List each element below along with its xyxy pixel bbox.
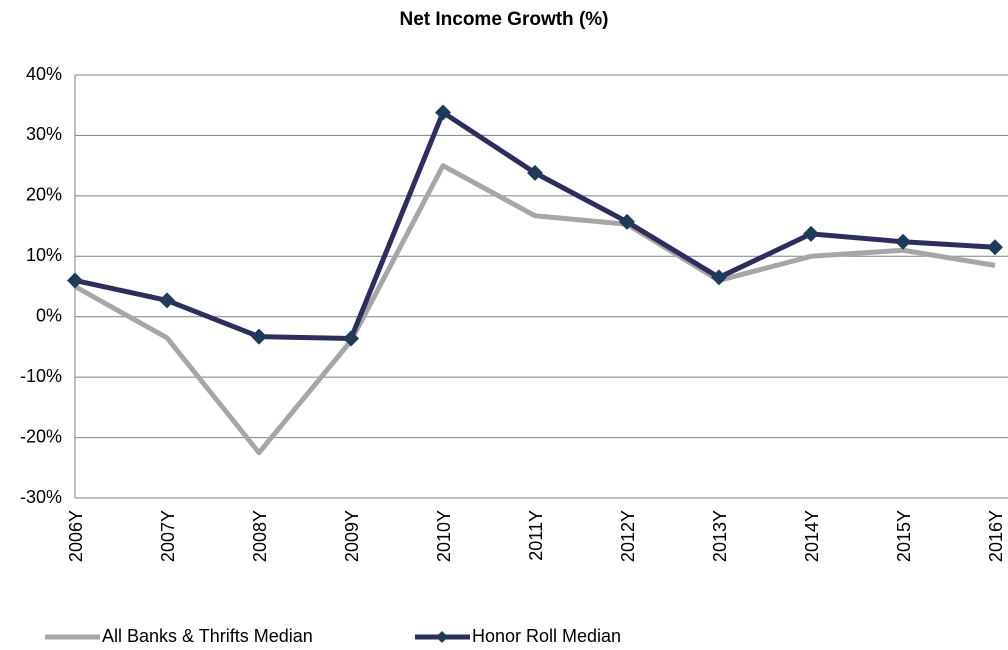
- legend-label: Honor Roll Median: [472, 626, 621, 646]
- x-tick-label: 2013Y: [710, 510, 730, 562]
- series-line: [74, 109, 996, 341]
- x-tick-label: 2009Y: [342, 510, 362, 562]
- y-tick-label: 30%: [26, 124, 62, 144]
- data-point: [343, 330, 359, 347]
- x-tick-label: 2006Y: [66, 510, 86, 562]
- data-point: [987, 239, 1003, 256]
- y-tick-label: -10%: [20, 366, 62, 386]
- x-tick-label: 2008Y: [250, 510, 270, 562]
- y-tick-label: -20%: [20, 426, 62, 446]
- data-point: [527, 164, 543, 181]
- x-tick-label: 2012Y: [618, 510, 638, 562]
- chart-title: Net Income Growth (%): [399, 9, 608, 30]
- legend-label: All Banks & Thrifts Median: [102, 626, 313, 646]
- y-tick-label: 10%: [26, 245, 62, 265]
- data-point: [67, 272, 83, 289]
- y-tick-label: 0%: [36, 305, 62, 325]
- data-point: [159, 292, 175, 309]
- x-tick-label: 2014Y: [802, 510, 822, 562]
- legend-marker: [436, 631, 448, 643]
- x-tick-label: 2007Y: [158, 510, 178, 562]
- y-tick-label: -30%: [20, 487, 62, 507]
- x-tick-label: 2010Y: [434, 510, 454, 562]
- y-tick-label: 40%: [26, 64, 62, 84]
- data-point: [251, 328, 267, 345]
- x-tick-label: 2011Y: [526, 510, 546, 561]
- data-point: [435, 104, 451, 121]
- x-tick-label: 2016Y: [986, 510, 1006, 562]
- x-tick-label: 2015Y: [894, 510, 914, 562]
- data-point: [803, 225, 819, 242]
- data-point: [711, 269, 727, 286]
- data-point: [619, 213, 635, 230]
- data-point: [895, 233, 911, 250]
- series-line: [73, 163, 996, 456]
- y-tick-label: 20%: [26, 185, 62, 205]
